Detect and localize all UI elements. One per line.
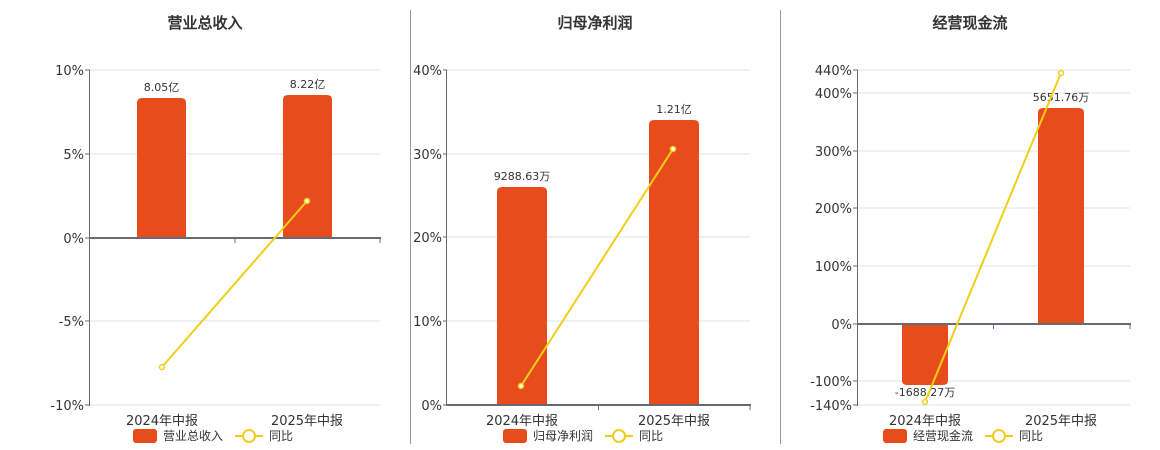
x-category-label: 2024年中报 — [889, 414, 961, 429]
legend-line-label[interactable]: 同比 — [639, 429, 664, 443]
yoy-point[interactable] — [921, 398, 929, 406]
y-tick-label: 440% — [815, 64, 852, 79]
bar-value-label: 8.05亿 — [144, 81, 180, 94]
bar-2024[interactable] — [902, 324, 948, 385]
y-tick-label: -5% — [59, 315, 84, 330]
legend-line-circle-icon[interactable] — [235, 428, 264, 443]
yoy-point[interactable] — [303, 197, 311, 205]
chart-panel-revenue: 营业总收入 10% 5% 0% -5% -10% 8.05亿 8.22亿 — [0, 0, 410, 450]
chart-title: 经营现金流 — [932, 14, 1008, 32]
legend-bar-label[interactable]: 经营现金流 — [913, 429, 974, 443]
y-tick-label: 0% — [831, 318, 852, 333]
y-axis-ticks — [443, 69, 447, 406]
y-tick-label: 100% — [815, 260, 852, 275]
y-tick-label: 30% — [413, 148, 442, 163]
x-category-label: 2025年中报 — [638, 414, 710, 429]
chart-plot: 10% 5% 0% -5% -10% 8.05亿 8.22亿 2024年中报 2… — [50, 64, 381, 429]
x-category-label: 2025年中报 — [271, 414, 343, 429]
yoy-point[interactable] — [669, 145, 677, 153]
yoy-line — [520, 148, 674, 387]
bar-2025[interactable] — [1038, 108, 1084, 324]
legend-line-circle-icon[interactable] — [605, 428, 634, 443]
x-category-label: 2024年中报 — [126, 414, 198, 429]
bar-2024[interactable] — [497, 187, 547, 405]
y-tick-label: 10% — [413, 315, 442, 330]
y-tick-label: -140% — [810, 399, 852, 414]
x-category-label: 2024年中报 — [486, 414, 558, 429]
legend: 归母净利润 同比 — [503, 427, 663, 444]
chart-plot: 40% 30% 20% 10% 0% 9288.63万 1.21亿 2024年中… — [413, 64, 751, 429]
y-tick-label: 0% — [421, 399, 442, 414]
legend-line-label[interactable]: 同比 — [1019, 429, 1044, 443]
bar-2025[interactable] — [283, 95, 332, 238]
legend-line-circle-icon[interactable] — [985, 428, 1014, 443]
y-tick-label: 5% — [63, 148, 84, 163]
bar-value-label: 1.21亿 — [656, 103, 692, 116]
yoy-line — [924, 72, 1062, 403]
bar-2024[interactable] — [137, 98, 186, 238]
y-tick-label: 400% — [815, 87, 852, 102]
legend: 营业总收入 同比 — [133, 427, 293, 444]
bar-2025[interactable] — [649, 120, 699, 405]
chart-title: 营业总收入 — [167, 14, 243, 32]
chart-title: 归母净利润 — [557, 14, 633, 32]
y-tick-label: 40% — [413, 64, 442, 79]
yoy-point[interactable] — [1057, 69, 1065, 77]
legend: 经营现金流 同比 — [883, 427, 1043, 444]
y-axis-ticks — [85, 69, 90, 406]
panel-divider — [410, 10, 411, 444]
chart-plot: 440% 400% 300% 200% 100% 0% -100% -140% … — [810, 64, 1131, 429]
legend-bar-swatch[interactable] — [883, 428, 907, 443]
legend-bar-label[interactable]: 营业总收入 — [163, 429, 224, 443]
yoy-line — [161, 200, 308, 368]
bar-value-label: 5651.76万 — [1033, 91, 1090, 104]
chart-panel-operating-cash-flow: 经营现金流 440% 400% 300% 200% 100% 0% -100% … — [780, 0, 1160, 450]
x-category-label: 2025年中报 — [1025, 414, 1097, 429]
legend-bar-label[interactable]: 归母净利润 — [533, 429, 594, 443]
panel-divider — [780, 10, 781, 444]
bar-value-label: 9288.63万 — [494, 170, 551, 183]
y-tick-label: 0% — [63, 232, 84, 247]
y-tick-label: 300% — [815, 145, 852, 160]
y-tick-label: -10% — [50, 399, 84, 414]
y-tick-label: 20% — [413, 231, 442, 246]
yoy-point[interactable] — [517, 382, 525, 390]
yoy-point[interactable] — [158, 363, 166, 371]
chart-panel-net-profit: 归母净利润 40% 30% 20% 10% 0% 9288.63万 1.21亿 … — [410, 0, 780, 450]
legend-bar-swatch[interactable] — [133, 428, 157, 443]
y-tick-label: -100% — [810, 375, 852, 390]
legend-line-label[interactable]: 同比 — [269, 429, 294, 443]
legend-bar-swatch[interactable] — [503, 428, 527, 443]
y-tick-label: 10% — [55, 64, 84, 79]
y-tick-label: 200% — [815, 202, 852, 217]
bar-value-label: -1688.27万 — [895, 386, 955, 399]
bar-value-label: 8.22亿 — [290, 78, 326, 91]
